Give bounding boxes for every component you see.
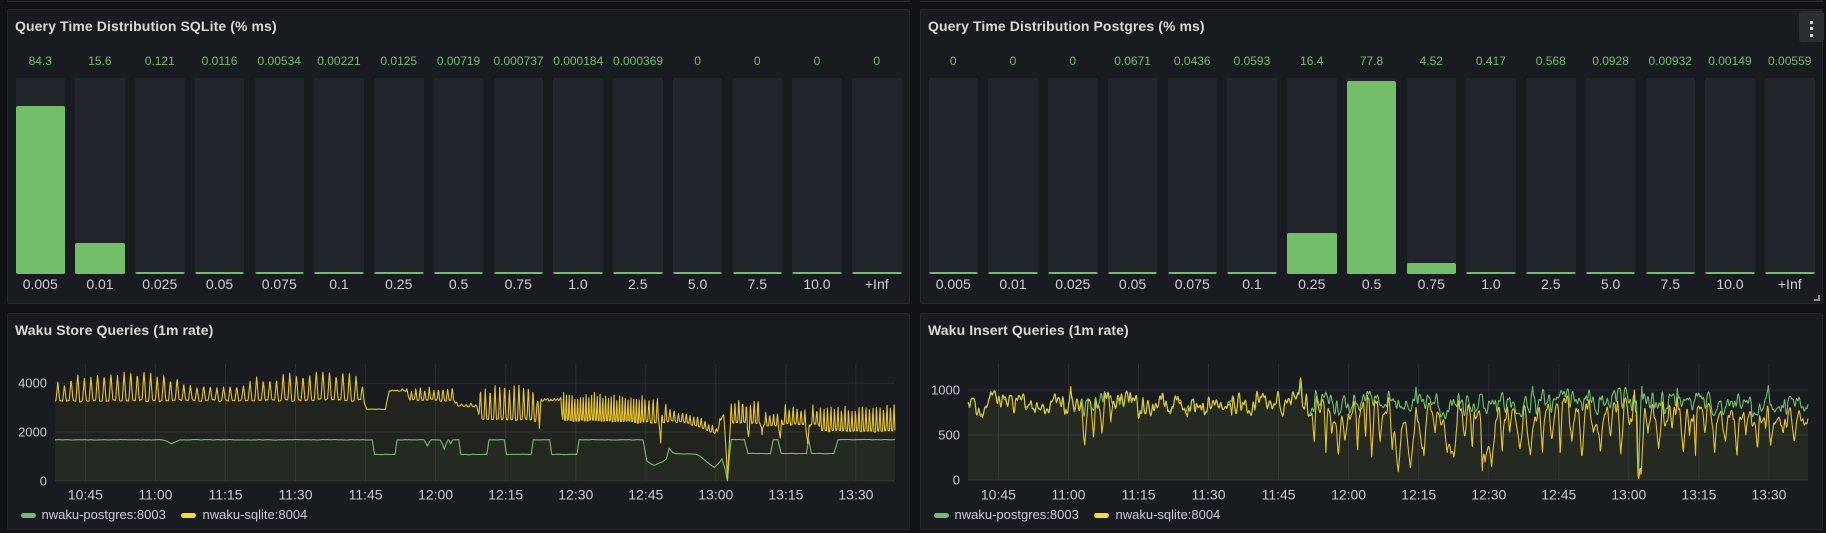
svg-text:11:45: 11:45 bbox=[1262, 487, 1296, 503]
svg-text:10:45: 10:45 bbox=[981, 487, 1016, 503]
svg-text:12:30: 12:30 bbox=[558, 487, 593, 503]
svg-text:11:00: 11:00 bbox=[1051, 487, 1085, 503]
svg-text:11:30: 11:30 bbox=[279, 487, 313, 503]
svg-text:13:15: 13:15 bbox=[1681, 487, 1716, 503]
svg-text:13:00: 13:00 bbox=[1611, 487, 1646, 503]
svg-text:11:15: 11:15 bbox=[1122, 487, 1156, 503]
svg-text:13:15: 13:15 bbox=[768, 487, 803, 503]
svg-text:12:30: 12:30 bbox=[1471, 487, 1506, 503]
svg-text:13:30: 13:30 bbox=[1751, 487, 1786, 503]
svg-text:0: 0 bbox=[953, 473, 960, 488]
svg-text:11:45: 11:45 bbox=[349, 487, 383, 503]
svg-text:0: 0 bbox=[40, 474, 47, 489]
svg-text:12:15: 12:15 bbox=[1401, 487, 1436, 503]
svg-text:11:00: 11:00 bbox=[138, 487, 172, 503]
svg-text:4000: 4000 bbox=[18, 376, 47, 391]
svg-text:1000: 1000 bbox=[931, 383, 960, 398]
svg-text:500: 500 bbox=[938, 428, 960, 443]
svg-text:2000: 2000 bbox=[18, 425, 47, 440]
svg-text:13:30: 13:30 bbox=[838, 487, 873, 503]
svg-text:11:30: 11:30 bbox=[1192, 487, 1226, 503]
svg-text:12:00: 12:00 bbox=[418, 487, 453, 503]
svg-text:12:45: 12:45 bbox=[1541, 487, 1576, 503]
svg-text:12:00: 12:00 bbox=[1331, 487, 1366, 503]
svg-text:12:45: 12:45 bbox=[628, 487, 663, 503]
svg-text:10:45: 10:45 bbox=[68, 487, 103, 503]
svg-text:12:15: 12:15 bbox=[488, 487, 523, 503]
svg-text:13:00: 13:00 bbox=[698, 487, 733, 503]
svg-text:11:15: 11:15 bbox=[209, 487, 243, 503]
